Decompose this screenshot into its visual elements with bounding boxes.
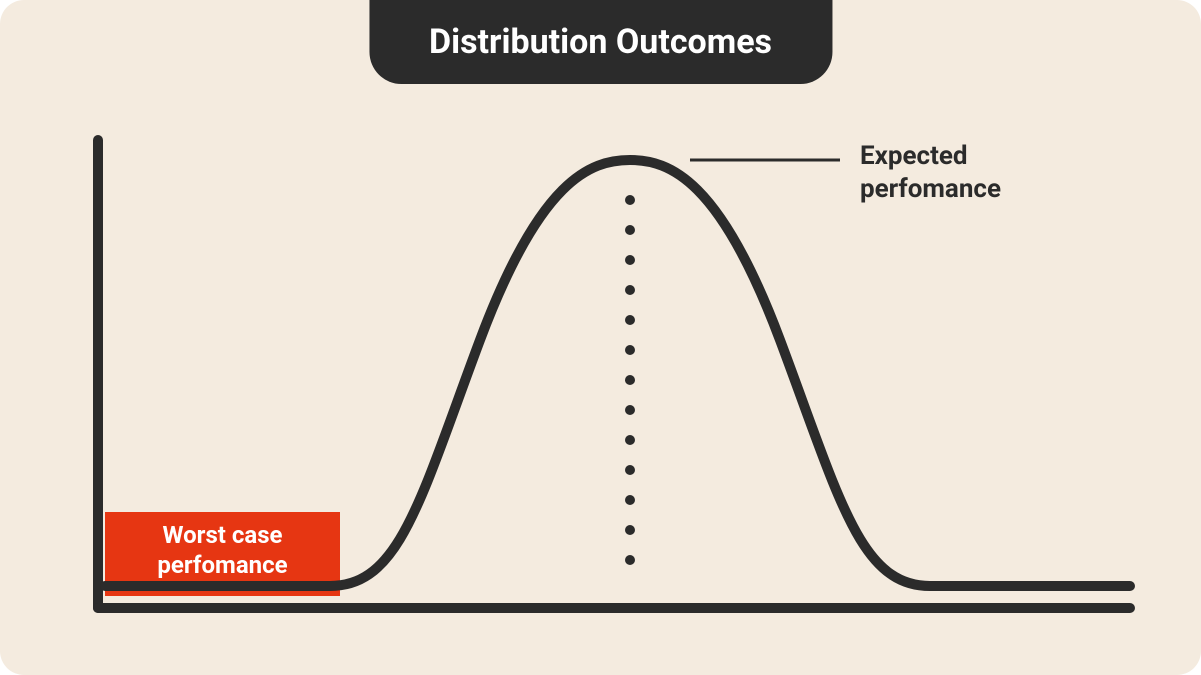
- peak-dotted-line: [625, 195, 635, 565]
- worst-case-label: Worst caseperfomance: [105, 520, 340, 580]
- infographic-canvas: Distribution Outcomes Worst caseperfoman…: [0, 0, 1201, 675]
- expected-performance-label: Expectedperfomance: [860, 140, 1001, 205]
